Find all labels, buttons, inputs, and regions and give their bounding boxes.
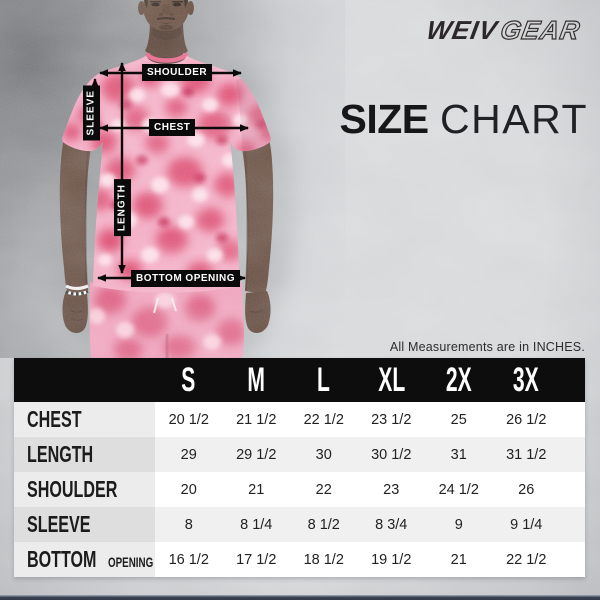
table-row: SHOULDER 20 21 22 23 24 1/2 26 <box>14 472 585 507</box>
size-column-header: L <box>290 363 358 397</box>
size-cell: 31 <box>450 446 467 463</box>
size-column-header: S <box>155 363 223 397</box>
size-column-label: XL <box>377 361 405 399</box>
row-label: BOTTOM <box>27 546 97 572</box>
size-cell: 20 <box>180 481 197 498</box>
row-values: 8 8 1/4 8 1/2 8 3/4 9 9 1/4 <box>155 507 585 542</box>
row-label: LENGTH <box>27 441 94 467</box>
row-values: 20 21 22 23 24 1/2 26 <box>155 472 585 507</box>
size-table: S M L XL 2X 3X CHEST 20 1/2 21 1/2 22 1/2 23 1/2 25… <box>14 358 585 577</box>
row-label-cell: CHEST <box>14 402 155 437</box>
brand-word-solid: WEIV <box>424 15 501 45</box>
photo-backdrop <box>0 0 345 358</box>
table-row: CHEST 20 1/2 21 1/2 22 1/2 23 1/2 25 26 1/2 <box>14 402 585 437</box>
size-cell: 21 <box>248 481 265 498</box>
sleeve-label: SLEEVE <box>83 85 100 141</box>
size-cell: 22 1/2 <box>303 411 344 428</box>
size-column-label: 2X <box>445 361 472 399</box>
size-column-label: L <box>317 361 331 399</box>
bottom-accent-bar <box>0 595 600 600</box>
shoulder-label: SHOULDER <box>142 64 213 81</box>
row-label-cell: SHOULDER <box>14 472 155 507</box>
size-cell: 9 1/4 <box>510 516 543 533</box>
size-cell: 23 1/2 <box>371 411 412 428</box>
length-label: LENGTH <box>114 179 131 237</box>
row-values: 20 1/2 21 1/2 22 1/2 23 1/2 25 26 1/2 <box>155 402 585 437</box>
row-label-cell: LENGTH <box>14 437 155 472</box>
units-note: All Measurements are in INCHES. <box>389 340 585 354</box>
size-cell: 23 <box>383 481 400 498</box>
page-title: SIZE CHART <box>339 99 588 140</box>
header-columns: S M L XL 2X 3X <box>155 363 585 397</box>
size-table-header: S M L XL 2X 3X <box>14 358 585 402</box>
row-label-cell: SLEEVE <box>14 507 155 542</box>
brand-logo: WEIV GEAR <box>424 15 583 46</box>
row-label: CHEST <box>27 406 82 432</box>
row-values: 16 1/2 17 1/2 18 1/2 19 1/2 21 22 1/2 <box>155 542 585 577</box>
size-column-header: XL <box>358 363 426 397</box>
title-size: SIZE <box>339 96 429 142</box>
brand-word-outline: GEAR <box>498 15 582 45</box>
size-cell: 9 <box>454 516 463 533</box>
row-label-cell: BOTTOM OPENING <box>14 542 155 577</box>
size-cell: 30 <box>315 446 332 463</box>
size-column-label: 3X <box>513 361 540 399</box>
size-cell: 22 1/2 <box>506 551 547 568</box>
row-label-small: OPENING <box>108 554 154 570</box>
size-cell: 21 <box>450 551 467 568</box>
size-cell: 20 1/2 <box>168 411 209 428</box>
row-label: SHOULDER <box>27 476 118 502</box>
size-cell: 22 <box>315 481 332 498</box>
title-chart: CHART <box>440 96 588 142</box>
table-row: LENGTH 29 29 1/2 30 30 1/2 31 31 1/2 <box>14 437 585 472</box>
size-cell: 8 3/4 <box>375 516 408 533</box>
table-row: SLEEVE 8 8 1/4 8 1/2 8 3/4 9 9 1/4 <box>14 507 585 542</box>
size-cell: 25 <box>450 411 467 428</box>
size-cell: 29 <box>180 446 197 463</box>
size-cell: 8 <box>184 516 193 533</box>
size-cell: 8 1/2 <box>307 516 340 533</box>
size-column-header: 2X <box>425 363 493 397</box>
size-cell: 21 1/2 <box>236 411 277 428</box>
bottom-opening-label: BOTTOM OPENING <box>131 270 241 287</box>
row-label: SLEEVE <box>27 511 91 537</box>
size-cell: 19 1/2 <box>371 551 412 568</box>
table-row: BOTTOM OPENING 16 1/2 17 1/2 18 1/2 19 1/2 21 2… <box>14 542 585 577</box>
size-column-header: M <box>223 363 291 397</box>
size-cell: 26 1/2 <box>506 411 547 428</box>
size-column-label: M <box>247 361 266 399</box>
chest-label: CHEST <box>149 119 196 136</box>
size-cell: 30 1/2 <box>371 446 412 463</box>
size-cell: 24 1/2 <box>438 481 479 498</box>
size-cell: 18 1/2 <box>303 551 344 568</box>
size-cell: 8 1/4 <box>240 516 273 533</box>
size-cell: 26 <box>518 481 535 498</box>
row-values: 29 29 1/2 30 30 1/2 31 31 1/2 <box>155 437 585 472</box>
size-cell: 17 1/2 <box>236 551 277 568</box>
size-cell: 29 1/2 <box>236 446 277 463</box>
size-cell: 16 1/2 <box>168 551 209 568</box>
size-column-label: S <box>181 361 196 399</box>
size-column-header: 3X <box>493 363 561 397</box>
size-cell: 31 1/2 <box>506 446 547 463</box>
